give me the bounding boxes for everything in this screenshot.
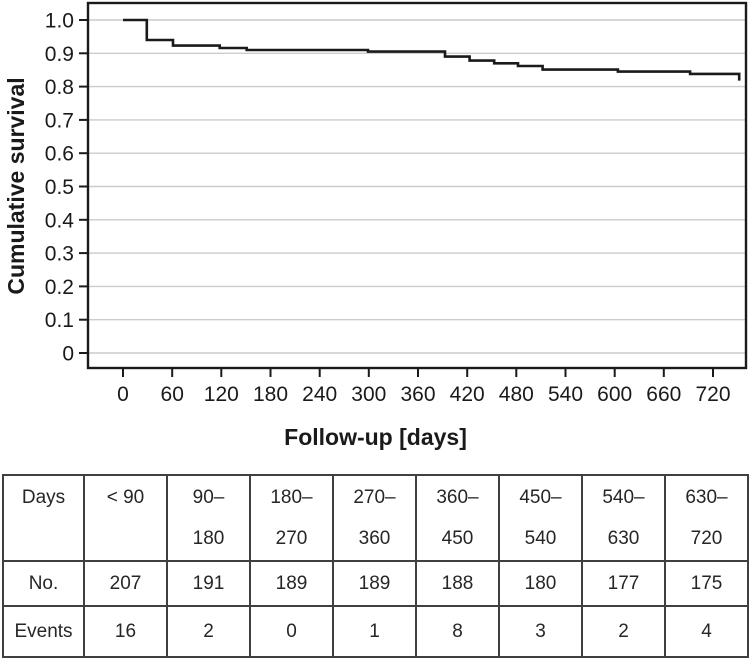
table-cell: 1 [332,605,417,658]
svg-text:0.6: 0.6 [45,143,74,166]
gridlines [88,19,746,354]
svg-text:0: 0 [62,343,74,366]
table-cell: 8 [415,605,500,658]
header-cell: 180– 270 [249,474,334,562]
svg-text:60: 60 [161,383,184,406]
plot-border [86,1,748,370]
table-cell: 188 [415,560,500,607]
y-tick-labels: 0 0.1 0.2 0.3 0.4 0.5 0.6 0.7 0.8 0.9 1.0 [45,10,75,366]
table-cell: 189 [249,560,334,607]
header-cell: 450– 540 [498,474,583,562]
table-cell: 2 [581,605,666,658]
x-axis-title: Follow-up [days] [284,424,467,450]
header-cell: 270– 360 [332,474,417,562]
table-cell: 0 [249,605,334,658]
table-cell: 207 [83,560,168,607]
table-row-number-at-risk: No. 207 191 189 189 188 180 177 175 [2,560,749,607]
table-cell: 189 [332,560,417,607]
svg-text:480: 480 [499,383,534,406]
svg-text:180: 180 [253,383,288,406]
svg-text:240: 240 [302,383,337,406]
header-label: Days [21,487,66,508]
header-cell: 90– 180 [166,474,251,562]
svg-text:0.4: 0.4 [45,209,75,232]
header-cell: < 90 [83,474,168,562]
table-cell: 2 [166,605,251,658]
risk-table: Days < 90 90– 180 180– 270 270– 360 360– [2,474,749,658]
svg-text:540: 540 [548,383,583,406]
svg-text:0.1: 0.1 [45,309,74,332]
x-tick-labels: 0 60 120 180 240 300 360 420 480 540 600 660 720 [117,383,730,406]
svg-text:0.7: 0.7 [45,109,74,132]
svg-text:0.2: 0.2 [45,276,74,299]
header-cell-days: Days [2,474,85,562]
header-cell: 630– 720 [664,474,749,562]
svg-text:1.0: 1.0 [45,10,74,33]
svg-text:300: 300 [351,383,386,406]
svg-text:0.9: 0.9 [45,43,74,66]
svg-text:660: 660 [646,383,681,406]
y-axis-title: Cumulative survival [3,77,29,295]
table-cell: 191 [166,560,251,607]
svg-text:0: 0 [117,383,129,406]
table-cell: 175 [664,560,749,607]
axis-ticks [79,19,714,377]
svg-text:0.3: 0.3 [45,243,74,266]
svg-text:600: 600 [597,383,632,406]
svg-text:120: 120 [204,383,239,406]
table-cell: 3 [498,605,583,658]
table-row-events: Events 16 2 0 1 8 3 2 4 [2,605,749,658]
header-cell: 360– 450 [415,474,500,562]
survival-chart: 0 0.1 0.2 0.3 0.4 0.5 0.6 0.7 0.8 0.9 1.0 0 60 120 180… [3,1,748,450]
table-cell: 180 [498,560,583,607]
svg-text:360: 360 [400,383,435,406]
table-cell: 4 [664,605,749,658]
svg-text:0.5: 0.5 [45,176,74,199]
header-cell: 540– 630 [581,474,666,562]
table-cell: 177 [581,560,666,607]
table-header-row: Days < 90 90– 180 180– 270 270– 360 360– [2,474,749,562]
survival-curve [123,18,741,81]
svg-text:0.8: 0.8 [45,76,74,99]
survival-chart-svg: 0 0.1 0.2 0.3 0.4 0.5 0.6 0.7 0.8 0.9 1.0 0 60 120 180… [45,1,748,406]
table-cell: 16 [83,605,168,658]
row-label: No. [2,560,85,607]
svg-text:420: 420 [450,383,485,406]
row-label: Events [2,605,85,658]
svg-text:720: 720 [695,383,730,406]
